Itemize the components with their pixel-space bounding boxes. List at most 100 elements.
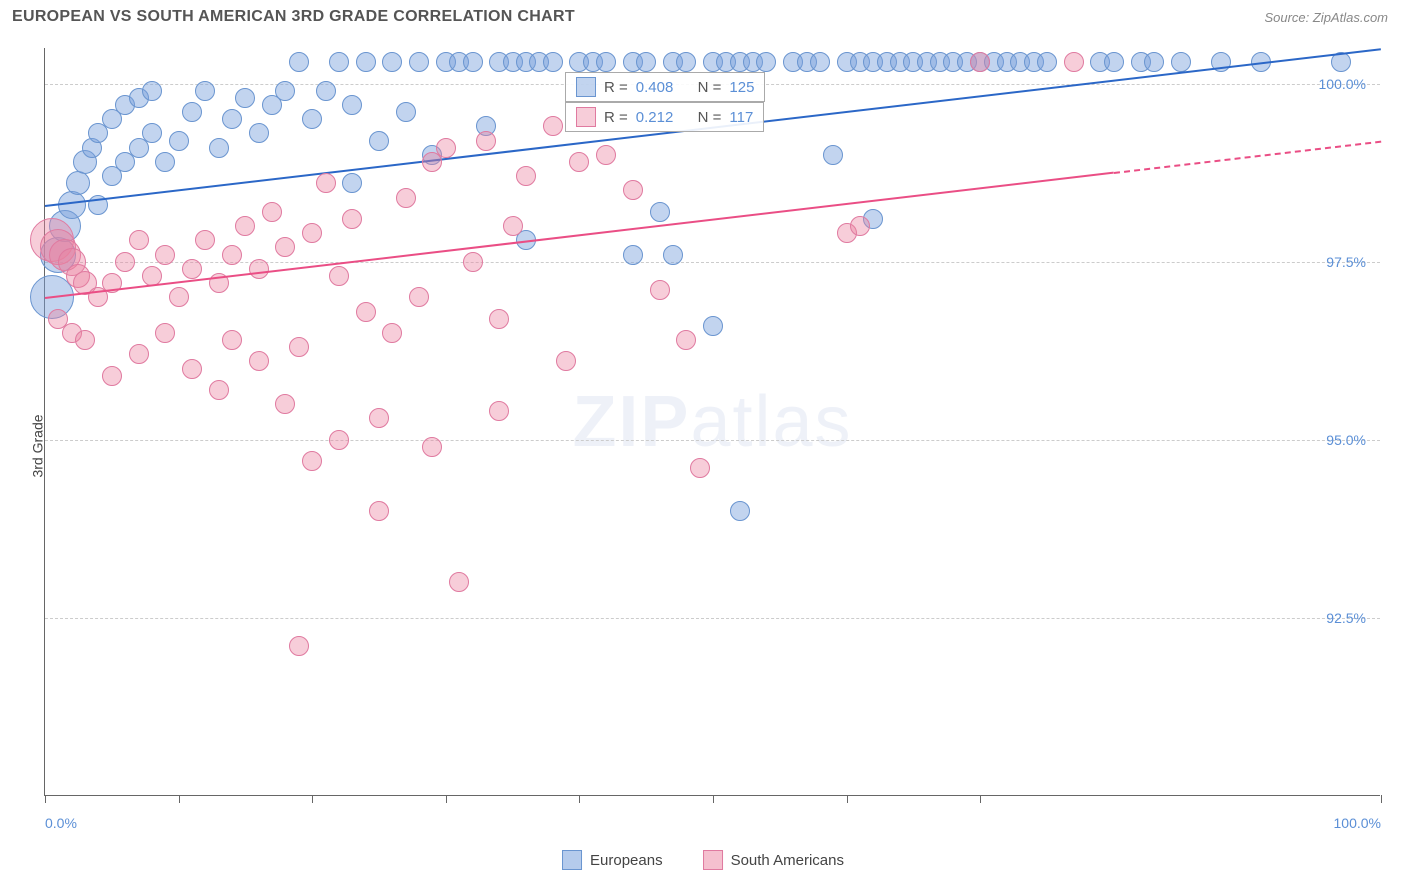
data-point [650, 202, 670, 222]
data-point [1037, 52, 1057, 72]
data-point [249, 259, 269, 279]
gridline [45, 440, 1380, 441]
data-point [342, 95, 362, 115]
data-point [623, 180, 643, 200]
data-point [1144, 52, 1164, 72]
data-point [850, 216, 870, 236]
data-point [195, 230, 215, 250]
data-point [596, 52, 616, 72]
data-point [663, 245, 683, 265]
data-point [169, 287, 189, 307]
data-point [222, 109, 242, 129]
data-point [316, 173, 336, 193]
data-point [249, 351, 269, 371]
data-point [182, 102, 202, 122]
data-point [596, 145, 616, 165]
data-point [142, 123, 162, 143]
data-point [543, 52, 563, 72]
data-point [342, 209, 362, 229]
data-point [422, 437, 442, 457]
stat-n-label: N = [698, 79, 722, 96]
stat-r-label: R = [604, 109, 628, 126]
legend-label: Europeans [590, 852, 663, 869]
data-point [155, 323, 175, 343]
data-point [730, 501, 750, 521]
data-point [1064, 52, 1084, 72]
legend: Europeans South Americans [562, 850, 844, 870]
gridline [45, 262, 1380, 263]
stat-box: R =0.212 N =117 [565, 102, 764, 132]
source-label: Source: ZipAtlas.com [1264, 10, 1388, 25]
data-point [155, 245, 175, 265]
data-point [195, 81, 215, 101]
stat-r-label: R = [604, 79, 628, 96]
watermark: ZIPatlas [572, 381, 852, 463]
legend-swatch [703, 850, 723, 870]
data-point [543, 116, 563, 136]
data-point [396, 188, 416, 208]
stat-n-value: 125 [729, 79, 754, 96]
data-point [449, 572, 469, 592]
data-point [235, 88, 255, 108]
x-tick [312, 795, 313, 803]
data-point [703, 316, 723, 336]
data-point [436, 138, 456, 158]
stat-r-value: 0.408 [636, 79, 674, 96]
x-tick [579, 795, 580, 803]
data-point [369, 131, 389, 151]
data-point [129, 344, 149, 364]
data-point [1171, 52, 1191, 72]
data-point [329, 430, 349, 450]
data-point [262, 202, 282, 222]
legend-swatch [576, 107, 596, 127]
data-point [275, 237, 295, 257]
data-point [356, 52, 376, 72]
data-point [289, 636, 309, 656]
data-point [249, 123, 269, 143]
x-tick [980, 795, 981, 803]
data-point [409, 52, 429, 72]
data-point [463, 52, 483, 72]
data-point [970, 52, 990, 72]
data-point [810, 52, 830, 72]
data-point [636, 52, 656, 72]
data-point [275, 81, 295, 101]
data-point [382, 323, 402, 343]
data-point [316, 81, 336, 101]
legend-label: South Americans [731, 852, 844, 869]
data-point [289, 337, 309, 357]
x-tick [1381, 795, 1382, 803]
data-point [302, 223, 322, 243]
data-point [676, 330, 696, 350]
legend-item: South Americans [703, 850, 844, 870]
x-tick-label: 100.0% [1334, 815, 1381, 831]
gridline [45, 618, 1380, 619]
y-tick-label: 100.0% [1319, 76, 1366, 92]
data-point [1104, 52, 1124, 72]
data-point [275, 394, 295, 414]
data-point [396, 102, 416, 122]
stat-r-value: 0.212 [636, 109, 674, 126]
data-point [209, 380, 229, 400]
data-point [329, 52, 349, 72]
data-point [650, 280, 670, 300]
data-point [129, 230, 149, 250]
data-point [66, 171, 90, 195]
data-point [356, 302, 376, 322]
data-point [329, 266, 349, 286]
data-point [556, 351, 576, 371]
data-point [489, 309, 509, 329]
x-tick-label: 0.0% [45, 815, 77, 831]
stat-n-value: 117 [729, 109, 753, 126]
data-point [409, 287, 429, 307]
data-point [169, 131, 189, 151]
data-point [102, 366, 122, 386]
data-point [235, 216, 255, 236]
data-point [302, 109, 322, 129]
data-point [182, 259, 202, 279]
chart-title: EUROPEAN VS SOUTH AMERICAN 3RD GRADE COR… [12, 8, 575, 26]
x-tick [713, 795, 714, 803]
data-point [222, 330, 242, 350]
data-point [75, 330, 95, 350]
y-tick-label: 95.0% [1326, 432, 1366, 448]
